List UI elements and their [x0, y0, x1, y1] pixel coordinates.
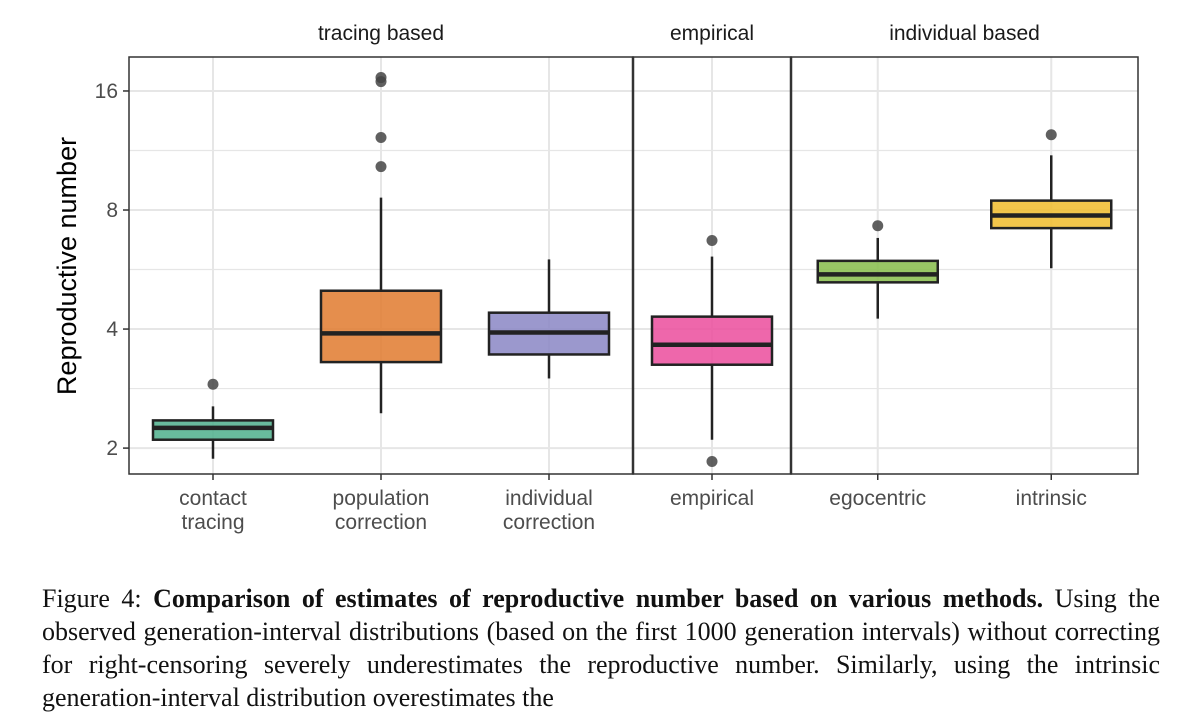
box-population-correction [319, 72, 443, 414]
x-tick-label-line: tracing [181, 511, 244, 534]
x-tick-label-line: intrinsic [1016, 487, 1087, 510]
x-tick-label-line: egocentric [829, 487, 926, 510]
facet-label: individual based [889, 22, 1040, 45]
facet-label: tracing based [318, 22, 444, 45]
x-tick-label: intrinsic [1016, 487, 1087, 510]
y-tick-label: 4 [106, 318, 118, 341]
x-tick-label-line: individual [505, 487, 593, 510]
outlier-point [1045, 129, 1057, 141]
outlier-point [207, 378, 219, 390]
box-iqr [319, 289, 443, 364]
box-individual-correction [487, 259, 611, 379]
box-intrinsic [990, 129, 1113, 269]
box-iqr [650, 315, 774, 366]
outlier-point [375, 161, 387, 173]
box-egocentric [816, 220, 939, 319]
x-tick-label-line: correction [503, 511, 595, 534]
x-tick-label-line: correction [335, 511, 427, 534]
y-tick-label: 8 [106, 199, 118, 222]
outlier-point [706, 455, 718, 467]
caption-body: Using the observed generation-interval d… [42, 584, 1161, 712]
x-tick-label: contact tracing [179, 487, 247, 534]
y-tick-label: 16 [95, 80, 118, 103]
figure-caption: Figure 4: Comparison of estimates of rep… [42, 582, 1160, 714]
x-tick-label: empirical [670, 487, 754, 510]
x-tick-label-line: empirical [670, 487, 754, 510]
box-iqr [816, 259, 939, 284]
caption-bold-title: Comparison of estimates of reproductive … [153, 584, 1044, 613]
facet-label: empirical [670, 22, 754, 45]
y-axis-title: Reproductive number [52, 137, 82, 395]
y-tick-label: 2 [106, 437, 118, 460]
outlier-point [872, 220, 884, 232]
facet-labels: tracing based empirical individual based [318, 22, 1040, 45]
x-tick-label: individual correction [503, 487, 595, 534]
outlier-point [375, 132, 387, 144]
panel-frames [128, 56, 1139, 475]
x-tick-label: population correction [333, 487, 430, 534]
box-layer [151, 72, 1113, 467]
x-tick-label-line: population [333, 487, 430, 510]
x-tick-label: egocentric [829, 487, 926, 510]
outlier-point [375, 72, 387, 84]
box-empirical [650, 234, 774, 467]
box-contact-tracing [151, 378, 275, 459]
x-tick-label-line: contact [179, 487, 247, 510]
outlier-point [706, 234, 718, 246]
caption-label: Figure 4: [42, 584, 142, 613]
